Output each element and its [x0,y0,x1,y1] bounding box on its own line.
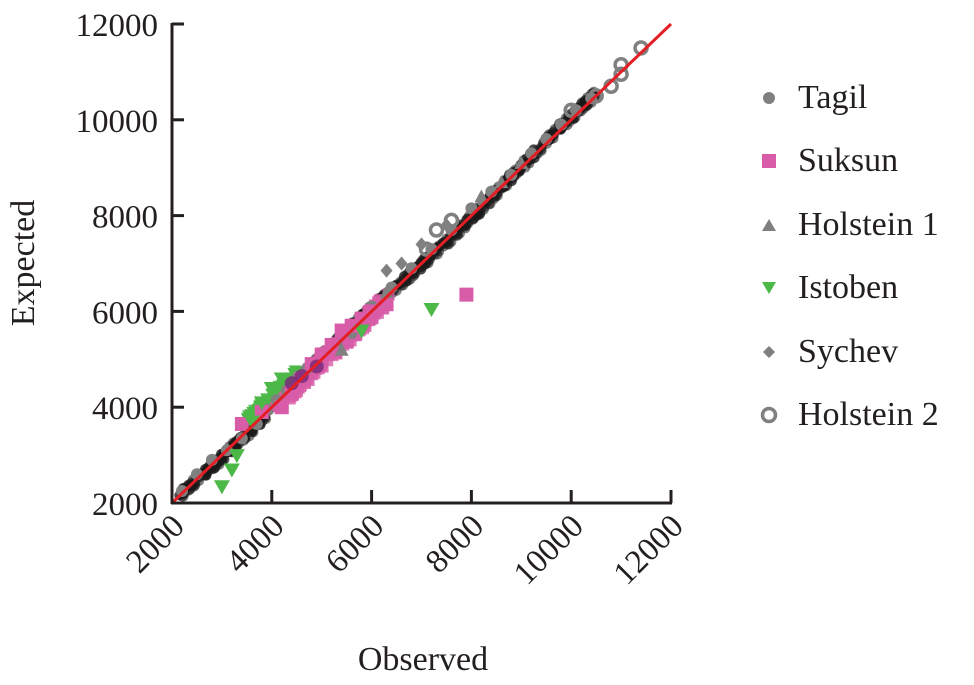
data-point [505,168,518,181]
filled-circle-icon [756,85,782,111]
legend-label: Tagil [798,78,868,116]
reference-line [170,22,673,505]
data-point [423,303,440,318]
data-point [263,382,280,397]
x-tick-label: 8000 [419,508,491,580]
x-tick-label: 6000 [319,508,391,580]
data-point [428,222,445,238]
series-istoben [213,303,440,495]
legend-label: Holstein 1 [798,205,939,243]
triangle-down-icon [756,275,782,301]
data-point [395,256,408,271]
legend-label: Istoben [798,269,899,307]
diamond-icon [756,339,782,365]
data-point [175,485,188,498]
data-point [443,212,460,229]
data-point [309,359,324,374]
data-point [223,463,240,478]
data-point [379,297,394,312]
legend-label: Holstein 2 [798,396,939,434]
data-point [253,396,270,411]
legend-item-suksun: Suksun [756,130,939,194]
x-ticks: 2000 4000 6000 8000 10000 12000 [120,490,691,592]
legend-item-sychev: Sychev [756,320,939,384]
data-point [213,480,230,495]
data-point [273,372,290,387]
data-point [380,263,393,278]
data-point [613,66,629,83]
data-point [234,416,249,431]
triangle-up-icon [756,212,782,238]
legend-label: Sychev [798,332,899,370]
y-tick-label: 6000 [92,295,158,331]
data-point [563,102,579,118]
data-point [274,400,289,415]
x-tick-label: 4000 [219,508,291,580]
data-point [334,342,349,356]
y-tick-label: 10000 [76,104,159,140]
y-tick-label: 4000 [92,391,158,427]
x-tick-label: 12000 [607,508,691,592]
y-ticks: 2000 4000 6000 8000 10000 12000 [76,8,184,523]
legend-item-istoben: Istoben [756,257,939,321]
data-point [294,369,309,384]
x-axis-title: Observed [358,641,488,678]
data-point [588,88,604,104]
y-tick-label: 8000 [92,200,158,236]
open-circle-icon [756,402,782,428]
filled-square-icon [756,148,782,174]
y-tick-label: 2000 [92,487,158,523]
data-point [235,432,248,445]
data-point [228,449,245,464]
data-points [174,40,649,502]
y-axis-title: Expected [5,200,42,327]
legend-item-holstein-1: Holstein 1 [756,193,939,257]
legend-label: Suksun [798,142,899,180]
legend-item-holstein-2: Holstein 2 [756,384,939,448]
y-tick-label: 12000 [76,8,159,44]
data-point [418,241,435,257]
legend: Tagil Suksun Holstein 1 Istoben Sychev H… [756,66,939,447]
data-point [353,324,370,339]
data-point [459,287,474,302]
legend-item-tagil: Tagil [756,66,939,130]
data-point [243,415,260,430]
x-tick-label: 10000 [507,508,591,592]
